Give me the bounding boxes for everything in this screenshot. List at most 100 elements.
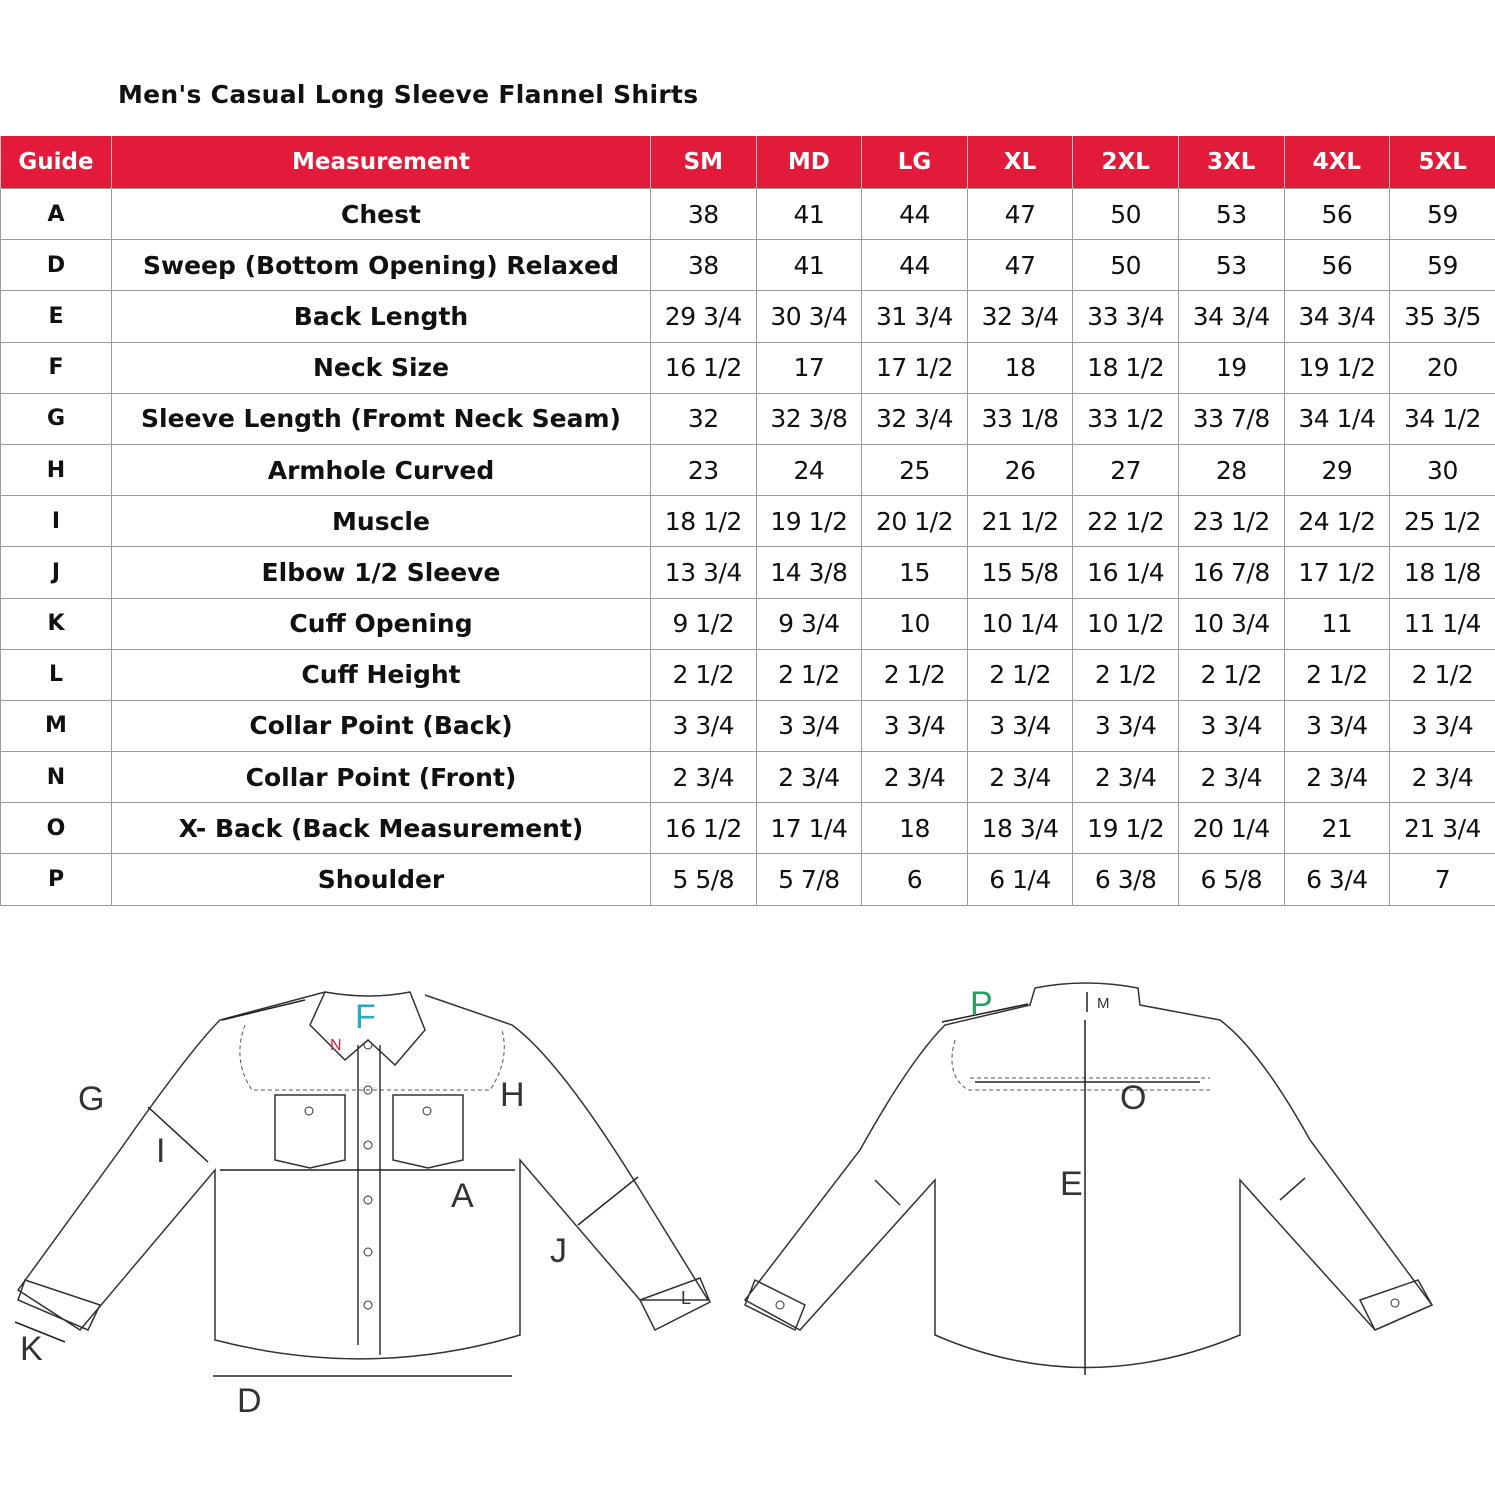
- size-value-cell: 7: [1389, 853, 1495, 906]
- size-value-cell: 15: [861, 546, 968, 599]
- size-value-cell: 6: [861, 853, 968, 906]
- label-k: K: [20, 1330, 43, 1368]
- guide-cell: H: [0, 443, 112, 497]
- size-value-cell: 34 3/4: [1283, 290, 1391, 343]
- size-value-cell: 26: [966, 443, 1074, 497]
- table-row: P Shoulder 5 5/8 5 7/8 6 6 1/4 6 3/8 6 5/8 6 3/4…: [0, 853, 1495, 906]
- size-chart-table: Guide Measurement SM MD LG XL 2XL 3XL 4XL 5XL A Ch…: [0, 136, 1495, 906]
- size-value-cell: 32: [650, 392, 757, 445]
- size-value-cell: 6 1/4: [966, 853, 1074, 906]
- size-value-cell: 33 1/8: [966, 392, 1074, 445]
- measurement-cell: Sleeve Length (Fromt Neck Seam): [111, 392, 651, 445]
- size-value-cell: 20 1/4: [1177, 802, 1285, 855]
- size-value-cell: 3 3/4: [755, 699, 863, 753]
- table-row: M Collar Point (Back) 3 3/4 3 3/4 3 3/4 3 3/4…: [0, 699, 1495, 753]
- size-value-cell: 41: [755, 239, 863, 292]
- size-value-cell: 29 3/4: [650, 290, 757, 343]
- size-value-cell: 2 3/4: [1389, 751, 1495, 804]
- chart-title: Men's Casual Long Sleeve Flannel Shirts: [118, 80, 699, 109]
- label-m: M: [1097, 995, 1110, 1012]
- label-e: E: [1060, 1165, 1083, 1203]
- measurement-cell: Shoulder: [111, 853, 651, 906]
- table-row: F Neck Size 16 1/2 17 17 1/2 18 18 1/2 19 19 1/2…: [0, 341, 1495, 394]
- table-row: I Muscle 18 1/2 19 1/2 20 1/2 21 1/2 22 1/2 23 …: [0, 495, 1495, 548]
- guide-cell: P: [0, 853, 112, 906]
- size-value-cell: 10: [861, 597, 968, 650]
- table-row: H Armhole Curved 23 24 25 26 27 28 29 30: [0, 443, 1495, 497]
- measurement-cell: X- Back (Back Measurement): [111, 802, 651, 855]
- size-value-cell: 20 1/2: [861, 495, 968, 548]
- table-row: N Collar Point (Front) 2 3/4 2 3/4 2 3/4 2 3/…: [0, 751, 1495, 804]
- back-shirt-outline: [743, 982, 1434, 1375]
- column-header: Measurement: [111, 136, 651, 189]
- size-value-cell: 22 1/2: [1072, 495, 1179, 548]
- label-a: A: [451, 1177, 474, 1215]
- size-value-cell: 34 3/4: [1177, 290, 1285, 343]
- size-value-cell: 3 3/4: [1389, 699, 1495, 753]
- size-value-cell: 11 1/4: [1389, 597, 1495, 650]
- size-value-cell: 53: [1177, 187, 1285, 241]
- size-value-cell: 20: [1389, 341, 1495, 394]
- table-row: D Sweep (Bottom Opening) Relaxed 38 41 44 47 5…: [0, 239, 1495, 292]
- measurement-cell: Elbow 1/2 Sleeve: [111, 546, 651, 599]
- size-value-cell: 17: [755, 341, 863, 394]
- size-value-cell: 24: [755, 443, 863, 497]
- size-value-cell: 32 3/4: [966, 290, 1074, 343]
- size-value-cell: 56: [1283, 187, 1391, 241]
- column-header: XL: [966, 136, 1073, 189]
- label-i: I: [156, 1132, 165, 1170]
- measurement-cell: Muscle: [111, 495, 651, 548]
- size-value-cell: 35 3/5: [1389, 290, 1495, 343]
- label-j: J: [550, 1232, 567, 1270]
- size-value-cell: 10 1/2: [1072, 597, 1179, 650]
- size-value-cell: 38: [650, 239, 757, 292]
- label-p: P: [970, 985, 993, 1023]
- size-value-cell: 34 1/4: [1283, 392, 1391, 445]
- size-value-cell: 33 3/4: [1072, 290, 1179, 343]
- size-value-cell: 30: [1389, 443, 1495, 497]
- size-value-cell: 23 1/2: [1177, 495, 1285, 548]
- size-value-cell: 5 7/8: [755, 853, 863, 906]
- size-value-cell: 27: [1072, 443, 1179, 497]
- size-value-cell: 18 1/8: [1389, 546, 1495, 599]
- size-value-cell: 2 1/2: [755, 648, 863, 701]
- table-row: E Back Length 29 3/4 30 3/4 31 3/4 32 3/4 33 3…: [0, 290, 1495, 343]
- guide-cell: A: [0, 187, 112, 241]
- size-value-cell: 18 1/2: [650, 495, 757, 548]
- size-value-cell: 2 1/2: [1072, 648, 1179, 701]
- column-header: Guide: [0, 136, 112, 189]
- size-value-cell: 9 3/4: [755, 597, 863, 650]
- label-h: H: [500, 1076, 525, 1114]
- table-row: G Sleeve Length (Fromt Neck Seam) 32 32 3/8…: [0, 392, 1495, 445]
- measurement-cell: Collar Point (Front): [111, 751, 651, 804]
- size-value-cell: 47: [966, 239, 1074, 292]
- guide-cell: F: [0, 341, 112, 394]
- size-value-cell: 2 1/2: [650, 648, 757, 701]
- label-f: F: [355, 998, 376, 1036]
- size-value-cell: 41: [755, 187, 863, 241]
- size-value-cell: 59: [1389, 187, 1495, 241]
- size-value-cell: 21: [1283, 802, 1391, 855]
- size-value-cell: 53: [1177, 239, 1285, 292]
- guide-cell: N: [0, 751, 112, 804]
- size-value-cell: 9 1/2: [650, 597, 757, 650]
- size-value-cell: 44: [861, 239, 968, 292]
- guide-cell: I: [0, 495, 112, 548]
- size-value-cell: 6 3/8: [1072, 853, 1179, 906]
- label-g: G: [78, 1080, 104, 1118]
- label-n: N: [330, 1037, 342, 1054]
- size-value-cell: 11: [1283, 597, 1391, 650]
- table-row: J Elbow 1/2 Sleeve 13 3/4 14 3/8 15 15 5/8 16 …: [0, 546, 1495, 599]
- column-header: MD: [755, 136, 862, 189]
- size-value-cell: 2 1/2: [1283, 648, 1391, 701]
- column-header: 3XL: [1177, 136, 1285, 189]
- table-row: O X- Back (Back Measurement) 16 1/2 17 1/4 1…: [0, 802, 1495, 855]
- size-value-cell: 19: [1177, 341, 1285, 394]
- size-value-cell: 6 5/8: [1177, 853, 1285, 906]
- measurement-cell: Chest: [111, 187, 651, 241]
- size-value-cell: 3 3/4: [1072, 699, 1179, 753]
- size-value-cell: 23: [650, 443, 757, 497]
- size-value-cell: 19 1/2: [755, 495, 863, 548]
- size-value-cell: 21 3/4: [1389, 802, 1495, 855]
- label-d: D: [237, 1382, 262, 1420]
